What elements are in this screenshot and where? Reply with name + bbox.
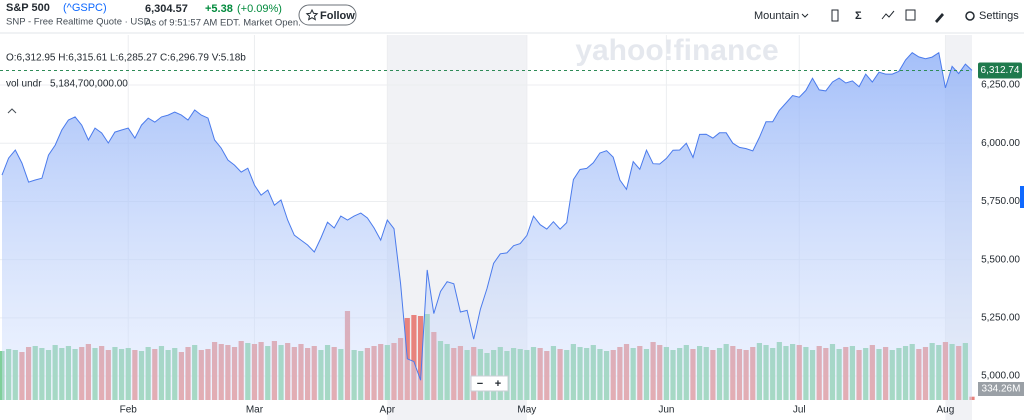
chevron (801, 13, 809, 18)
symbol[interactable]: (^GSPC) (63, 2, 107, 14)
x-tick-label: Feb (120, 405, 138, 416)
toolbar-icon[interactable]: Σ (855, 10, 862, 22)
volume-label: vol undr (6, 79, 42, 90)
zoom-out[interactable]: − (477, 378, 483, 390)
x-tick-label: Jun (658, 405, 674, 416)
y-tick-label: 5,000.00 (981, 371, 1020, 382)
zoom-controls (470, 375, 509, 392)
follow-label: Follow (320, 10, 355, 22)
y-tick-label: 5,500.00 (981, 254, 1020, 265)
toolbar-icon[interactable] (935, 13, 944, 23)
y-tick-label: 5,750.00 (981, 196, 1020, 207)
volume-bar (411, 315, 417, 400)
volume-bar (417, 316, 424, 400)
ohlc: O:6,312.95 H:6,315.61 L:6,285.27 C:6,296… (6, 53, 246, 64)
subtitle: SNP - Free Realtime Quote · USD (6, 17, 151, 28)
star-icon (305, 8, 319, 21)
change-pct: (+0.09%) (237, 3, 282, 15)
price: 6,304.57 (145, 3, 188, 15)
x-tick-label: Apr (380, 405, 396, 416)
scroll-handle[interactable] (1020, 186, 1024, 208)
y-tick-label: 6,250.00 (981, 80, 1020, 91)
last-price-label: 6,312.74 (981, 65, 1020, 76)
x-tick-label: Jul (793, 405, 806, 416)
y-tick-label: 6,000.00 (981, 138, 1020, 149)
change: +5.38 (205, 3, 233, 15)
price-line (1, 51, 973, 381)
x-tick-label: Aug (937, 405, 955, 416)
settings[interactable]: Settings (979, 10, 1019, 22)
toolbar-icon[interactable] (831, 9, 839, 22)
toolbar-icon[interactable] (905, 9, 916, 21)
watermark: yahoo!finance (575, 34, 778, 67)
volume-last-box (978, 382, 1024, 396)
quote-time: As of 9:51:57 AM EDT. Market Open. (145, 18, 301, 29)
toolbar-icon[interactable] (881, 10, 895, 20)
follow-button[interactable] (298, 4, 357, 26)
zoom-in[interactable]: + (495, 378, 501, 390)
chart-style[interactable]: Mountain (754, 10, 799, 22)
last-price-box (978, 62, 1022, 79)
settings-icon[interactable] (965, 11, 975, 21)
volume-last-label: 334.26M (982, 384, 1021, 395)
collapse-icon[interactable] (7, 108, 17, 114)
x-tick-label: Mar (246, 405, 264, 416)
x-tick-label: May (517, 405, 536, 416)
y-tick-label: 5,250.00 (981, 312, 1020, 323)
title: S&P 500 (6, 2, 50, 14)
price-area (2, 52, 972, 400)
volume-value: 5,184,700,000.00 (50, 79, 128, 90)
